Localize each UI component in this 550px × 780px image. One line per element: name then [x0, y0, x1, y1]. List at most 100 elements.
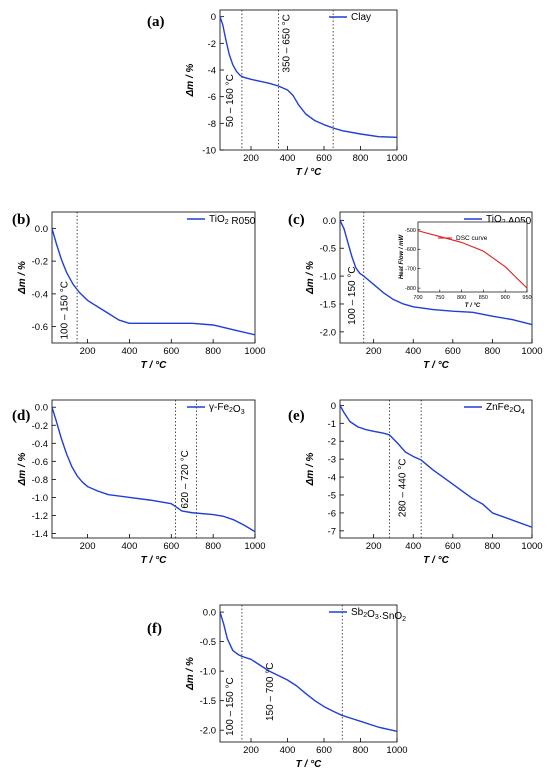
xtick-label-a: 200 [243, 153, 259, 164]
legend-label-d: γ-Fe2O3 [209, 402, 245, 416]
series-line-c [339, 220, 533, 326]
ytick-label-a: -10 [202, 146, 216, 157]
xtick-label-a: 600 [316, 153, 332, 164]
inset-xtick-label: 850 [479, 295, 488, 301]
xtick-label-c: 600 [445, 346, 461, 357]
plot-frame-a [219, 9, 398, 151]
ytick-label-e: -3 [328, 455, 336, 466]
plot-frame-e [339, 399, 533, 539]
plot-frame-f [219, 604, 398, 743]
legend-label-a: Clay [351, 12, 371, 23]
ytick-label-c: -0.5 [320, 244, 336, 255]
ytick-label-f: 0.0 [203, 608, 216, 619]
xtick-label-e: 200 [366, 541, 382, 552]
panel-label-e: (e) [288, 408, 305, 424]
y-axis-label-b: Δm / % [17, 261, 28, 295]
series-line-d [51, 407, 256, 533]
ytick-label-b: -0.4 [32, 289, 48, 300]
ytick-label-c: -1.5 [320, 299, 336, 310]
inset-series-line [417, 230, 528, 289]
xtick-label-d: 800 [205, 541, 221, 552]
xtick-label-e: 400 [405, 541, 421, 552]
inset-y-axis-label: Heat Flow / mW [399, 234, 405, 280]
xtick-label-b: 600 [163, 346, 179, 357]
inset-frame [417, 221, 528, 293]
inset-ytick-label: -500 [405, 228, 416, 234]
inset-ytick-label: -800 [405, 286, 416, 292]
inset-xtick-label: 950 [522, 295, 531, 301]
legend-label-e: ZnFe2O4 [486, 402, 525, 416]
ytick-label-a: -4 [208, 66, 216, 77]
ytick-label-e: -6 [328, 508, 336, 519]
ytick-label-b: 0.0 [35, 224, 48, 235]
xtick-label-c: 400 [405, 346, 421, 357]
xtick-label-d: 200 [80, 541, 96, 552]
xtick-label-f: 600 [316, 745, 332, 756]
ytick-label-b: -0.2 [32, 257, 48, 268]
plot-frame-d [51, 399, 256, 539]
inset-xtick-label: 800 [457, 295, 466, 301]
range-annotation-f: 150 – 700 °C [265, 663, 276, 722]
y-axis-label-d: Δm / % [17, 452, 28, 486]
xtick-label-f: 400 [280, 745, 296, 756]
xtick-label-f: 1000 [386, 745, 407, 756]
x-axis-label-c: T / °C [423, 360, 449, 371]
xtick-label-c: 1000 [521, 346, 542, 357]
ytick-label-e: -5 [328, 490, 336, 501]
y-axis-label-a: Δm / % [185, 63, 196, 97]
ytick-label-e: -2 [328, 437, 336, 448]
inset-ytick-label: -700 [405, 267, 416, 273]
ytick-label-f: -2.0 [200, 726, 216, 737]
ytick-label-a: -6 [208, 92, 216, 103]
series-line-a [219, 16, 398, 139]
panel-label-f: (f) [147, 621, 162, 637]
xtick-label-e: 1000 [521, 541, 542, 552]
ytick-label-d: -0.2 [32, 421, 48, 432]
x-axis-label-a: T / °C [296, 167, 322, 178]
xtick-label-b: 400 [122, 346, 138, 357]
range-annotation-d: 620 – 720 °C [180, 450, 191, 509]
inset-xtick-label: 900 [501, 295, 510, 301]
y-axis-label-c: Δm / % [305, 261, 316, 295]
xtick-label-a: 800 [353, 153, 369, 164]
xtick-label-d: 400 [122, 541, 138, 552]
ytick-label-e: -1 [328, 419, 336, 430]
ytick-label-e: 0 [331, 401, 336, 412]
xtick-label-c: 800 [484, 346, 500, 357]
ytick-label-e: -4 [328, 473, 336, 484]
ytick-label-f: -1.5 [200, 696, 216, 707]
x-axis-label-d: T / °C [141, 555, 167, 566]
ytick-label-a: -8 [208, 119, 216, 130]
xtick-label-a: 1000 [386, 153, 407, 164]
ytick-label-d: -0.4 [32, 439, 48, 450]
ytick-label-e: -7 [328, 526, 336, 537]
xtick-label-f: 200 [243, 745, 259, 756]
y-axis-label-e: Δm / % [305, 452, 316, 486]
x-axis-label-e: T / °C [423, 555, 449, 566]
ytick-label-a: -2 [208, 39, 216, 50]
ytick-label-c: -2.0 [320, 327, 336, 338]
series-line-e [339, 405, 533, 528]
inset-ytick-label: -600 [405, 247, 416, 253]
ytick-label-d: -1.4 [32, 529, 48, 540]
ytick-label-f: -0.5 [200, 637, 216, 648]
xtick-label-c: 200 [366, 346, 382, 357]
y-axis-label-f: Δm / % [185, 657, 196, 691]
panel-label-b: (b) [12, 212, 30, 228]
range-annotation-c: 100 – 150 °C [347, 266, 358, 325]
ytick-label-f: -1.0 [200, 667, 216, 678]
xtick-label-b: 1000 [244, 346, 265, 357]
plot-frame-b [51, 211, 256, 344]
x-axis-label-f: T / °C [296, 759, 322, 770]
ytick-label-c: -1.0 [320, 272, 336, 283]
range-annotation-a: 350 – 650 °C [281, 14, 292, 72]
panel-label-d: (d) [12, 408, 30, 424]
range-annotation-b: 100 – 150 °C [60, 281, 71, 340]
panel-label-a: (a) [147, 14, 165, 30]
inset-xtick-label: 700 [413, 295, 422, 301]
xtick-label-e: 800 [484, 541, 500, 552]
xtick-label-d: 600 [163, 541, 179, 552]
ytick-label-a: 0 [211, 12, 216, 23]
xtick-label-b: 800 [205, 346, 221, 357]
